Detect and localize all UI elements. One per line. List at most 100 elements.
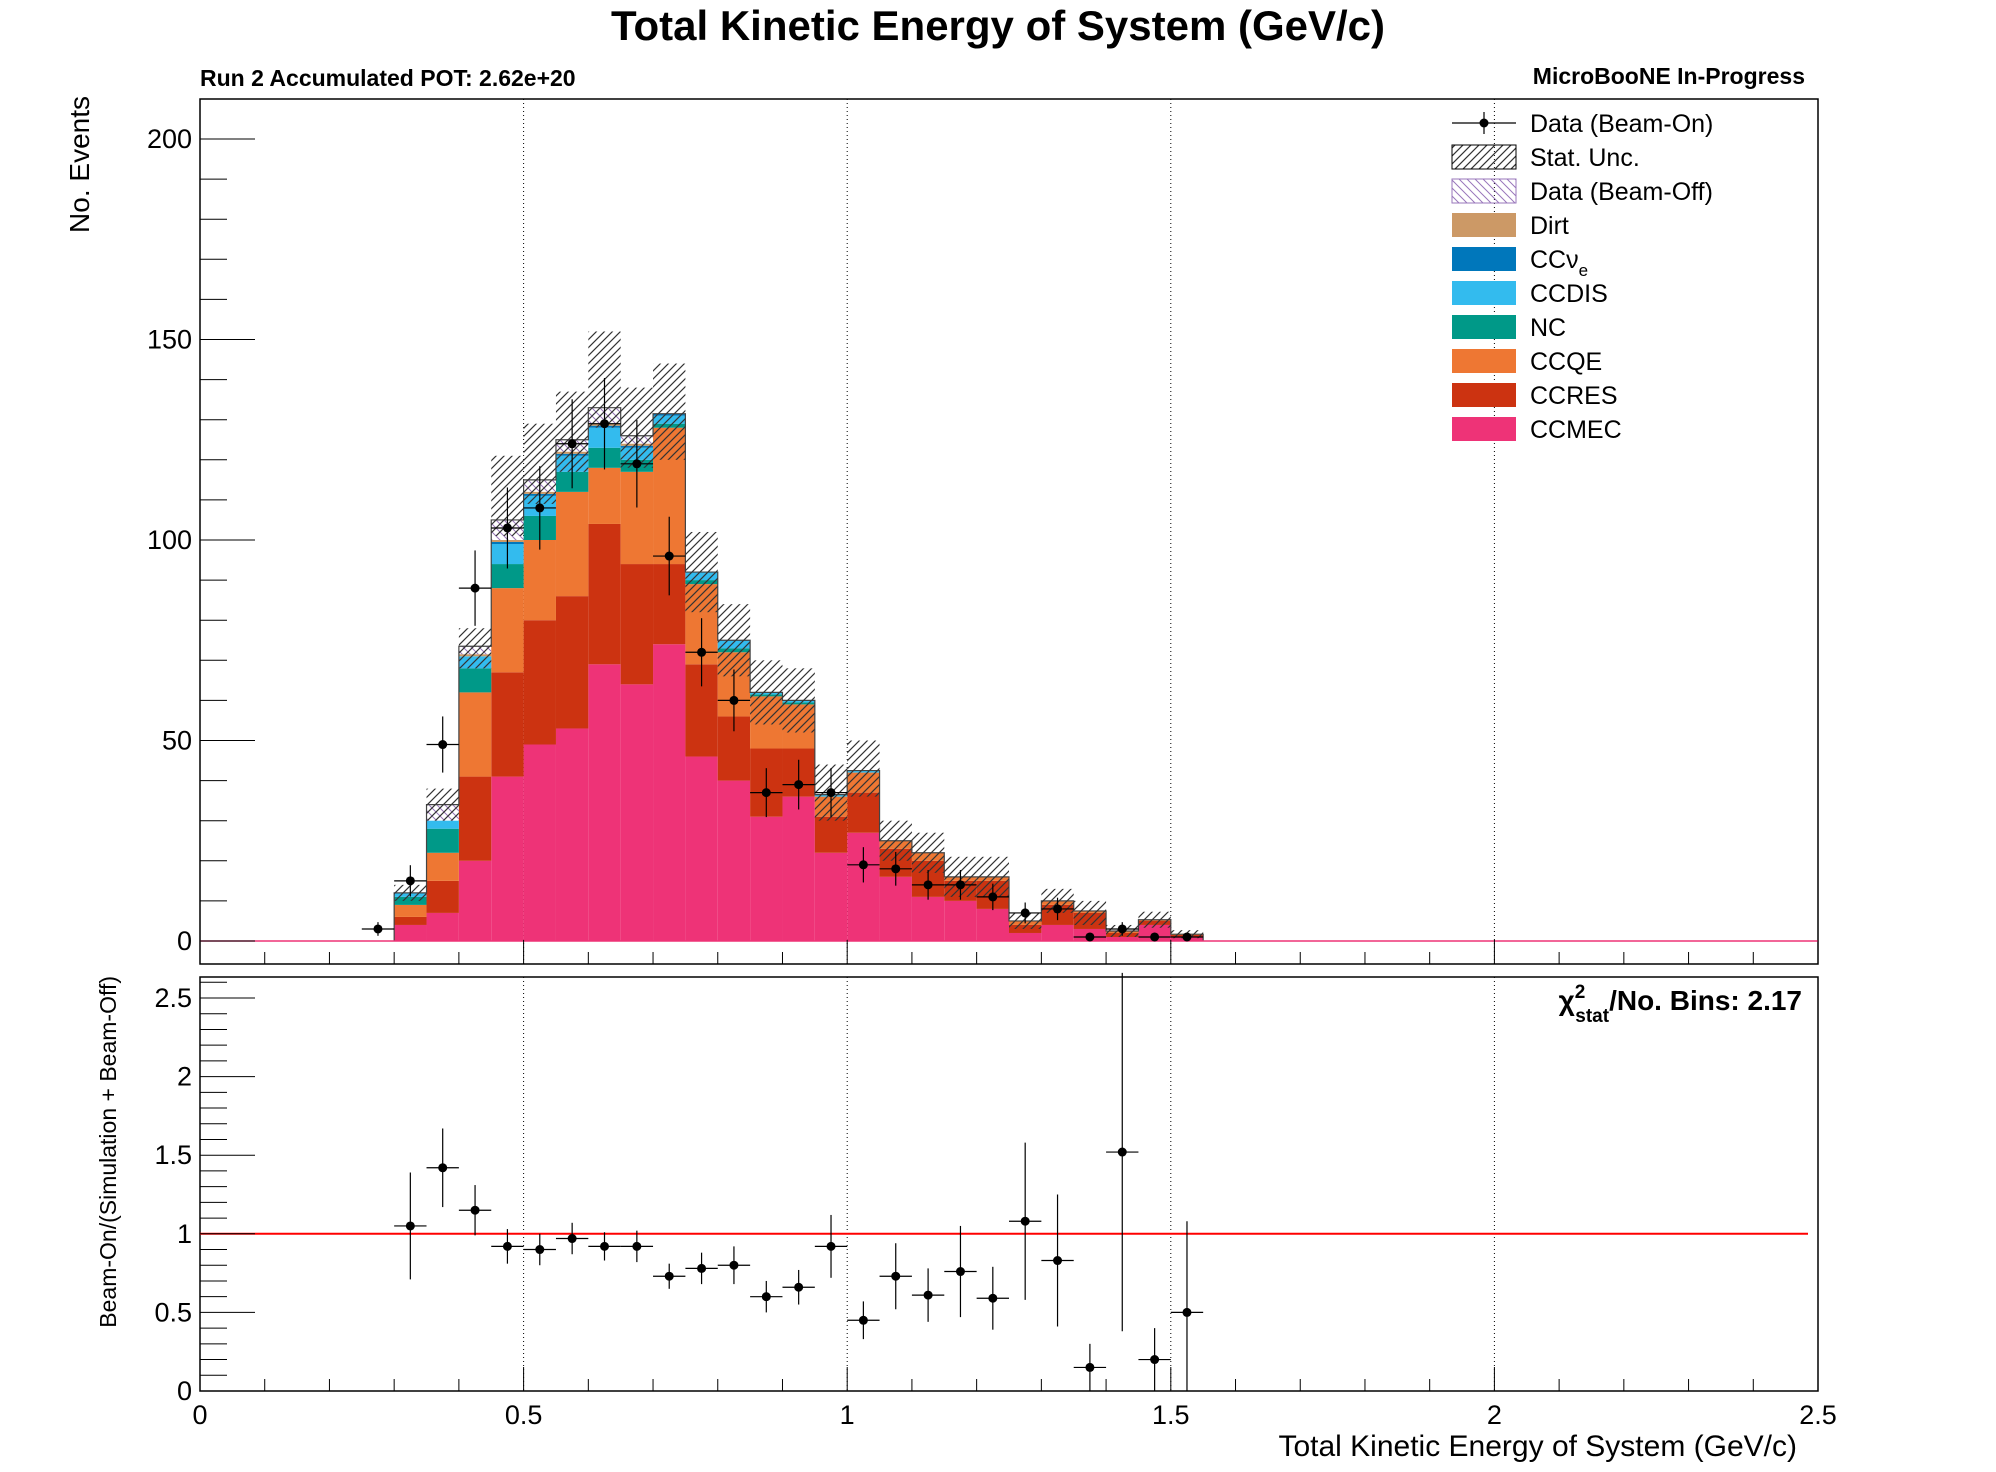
y-tick-label: 0.5 (154, 1297, 192, 1327)
ratio-point (438, 1163, 448, 1173)
ratio-point (761, 1292, 771, 1302)
ratio-point (955, 1267, 965, 1277)
bar-ccqe (588, 467, 621, 524)
bar-ccmec (653, 644, 686, 941)
y-tick-label: 200 (147, 124, 192, 154)
bar-ccmec (620, 684, 654, 941)
stat-unc-band (653, 363, 686, 460)
y-tick-label: 2 (177, 1062, 192, 1092)
legend: Data (Beam-On) Stat. Unc. Data (Beam-Off) D… (1451, 110, 1713, 444)
x-tick-label: 0.5 (505, 1400, 543, 1430)
chart-title: Total Kinetic Energy of System (GeV/c) (611, 2, 1385, 49)
y-tick-label: 0 (177, 1376, 192, 1406)
x-tick-label: 1 (840, 1400, 855, 1430)
bar-ccmec (717, 780, 751, 941)
data-point (567, 439, 577, 449)
data-point (1085, 932, 1095, 942)
bar-nc (426, 828, 459, 853)
bar-ccmec (491, 776, 524, 941)
bar-ccmec (976, 908, 1009, 941)
legend-label-ccres: CCRES (1530, 382, 1618, 410)
legend-swatch-ccmec (1452, 417, 1516, 441)
chi2-symbol: χ (1559, 985, 1575, 1016)
bar-ccqe (555, 491, 589, 597)
bar-ccres (588, 523, 621, 665)
bar-ccmec (1041, 924, 1074, 941)
data-point (761, 788, 771, 798)
legend-swatch-ccdis (1452, 281, 1516, 305)
bar-ccmec (879, 876, 912, 941)
bar-ccdis (426, 820, 459, 829)
bar-ccres (814, 816, 848, 853)
ratio-point (729, 1260, 739, 1270)
data-point (794, 780, 804, 790)
bar-ccres (426, 880, 459, 913)
data-point (1053, 904, 1063, 914)
legend-label-nc: NC (1530, 314, 1566, 342)
bar-ccres (555, 596, 589, 729)
stat-unc-band (685, 531, 718, 613)
ratio-point (567, 1234, 577, 1244)
x-tick-label: 2.5 (1799, 1400, 1837, 1430)
chi2-sub: stat (1575, 1006, 1609, 1027)
legend-label-sub: e (1579, 261, 1588, 280)
legend-swatch-stat-unc (1451, 144, 1517, 170)
legend-label-stat-unc: Stat. Unc. (1530, 144, 1640, 172)
bar-ccmec (394, 924, 427, 941)
bar-ccqe (458, 692, 492, 777)
y-tick-label: 50 (162, 726, 192, 756)
ratio-point (988, 1293, 998, 1303)
ratio-y-axis-label: Beam-On/(Simulation + Beam-Off) (95, 976, 121, 1328)
bar-ccqe (491, 588, 524, 673)
legend-swatch-nc (1452, 315, 1516, 339)
legend-label-ccmec: CCMEC (1530, 416, 1622, 444)
chi2-rest: /No. Bins: 2.17 (1609, 985, 1802, 1016)
bar-ccmec (426, 912, 459, 941)
data-point (1182, 932, 1192, 942)
stat-unc-band (1138, 911, 1171, 928)
bar-nc (458, 668, 492, 693)
bar-ccres (523, 620, 556, 745)
ratio-point (664, 1271, 674, 1281)
chi2-sup: 2 (1575, 982, 1586, 1003)
bar-ccmec (588, 664, 621, 941)
y-tick-label: 2.5 (154, 983, 192, 1013)
legend-swatch-ccqe (1452, 349, 1516, 373)
stat-unc-band (717, 604, 751, 677)
data-point (923, 880, 933, 890)
top-frame (199, 98, 1819, 965)
data-point (373, 924, 383, 934)
legend-label-ccdis: CCDIS (1530, 280, 1608, 308)
data-point (1150, 932, 1160, 942)
stat-unc-band (426, 788, 459, 821)
ratio-point (1150, 1355, 1160, 1365)
ratio-frame (199, 976, 1819, 1392)
bar-ccqe (426, 852, 459, 881)
data-point (405, 876, 415, 886)
bar-ccmec (458, 860, 492, 941)
bar-ccqe (394, 904, 427, 917)
data-point (826, 788, 836, 798)
data-point (891, 864, 901, 874)
ratio-point (794, 1282, 804, 1292)
data-point (664, 551, 674, 561)
ratio-point (535, 1245, 545, 1255)
bar-nc (394, 896, 427, 905)
x-axis-label: Total Kinetic Energy of System (GeV/c) (1278, 1430, 1797, 1463)
data-point (955, 880, 965, 890)
y-tick-label: 1.5 (154, 1140, 192, 1170)
legend-label-data-beam-on: Data (Beam-On) (1530, 110, 1713, 138)
y-tick-label: 100 (147, 525, 192, 555)
bar-ccmec (523, 744, 556, 941)
bar-ccmec (814, 852, 848, 941)
legend-label-data-beam-off-: Data (Beam-Off) (1530, 178, 1713, 206)
legend-swatch-cc-e (1452, 247, 1516, 271)
data-point (988, 892, 998, 902)
ratio-point (891, 1271, 901, 1281)
x-tick-label: 2 (1487, 1400, 1502, 1430)
data-point (729, 695, 739, 705)
chi2-label: χ2 stat/No. Bins: 2.17 (1559, 982, 1802, 1027)
stat-unc-band (911, 832, 945, 873)
